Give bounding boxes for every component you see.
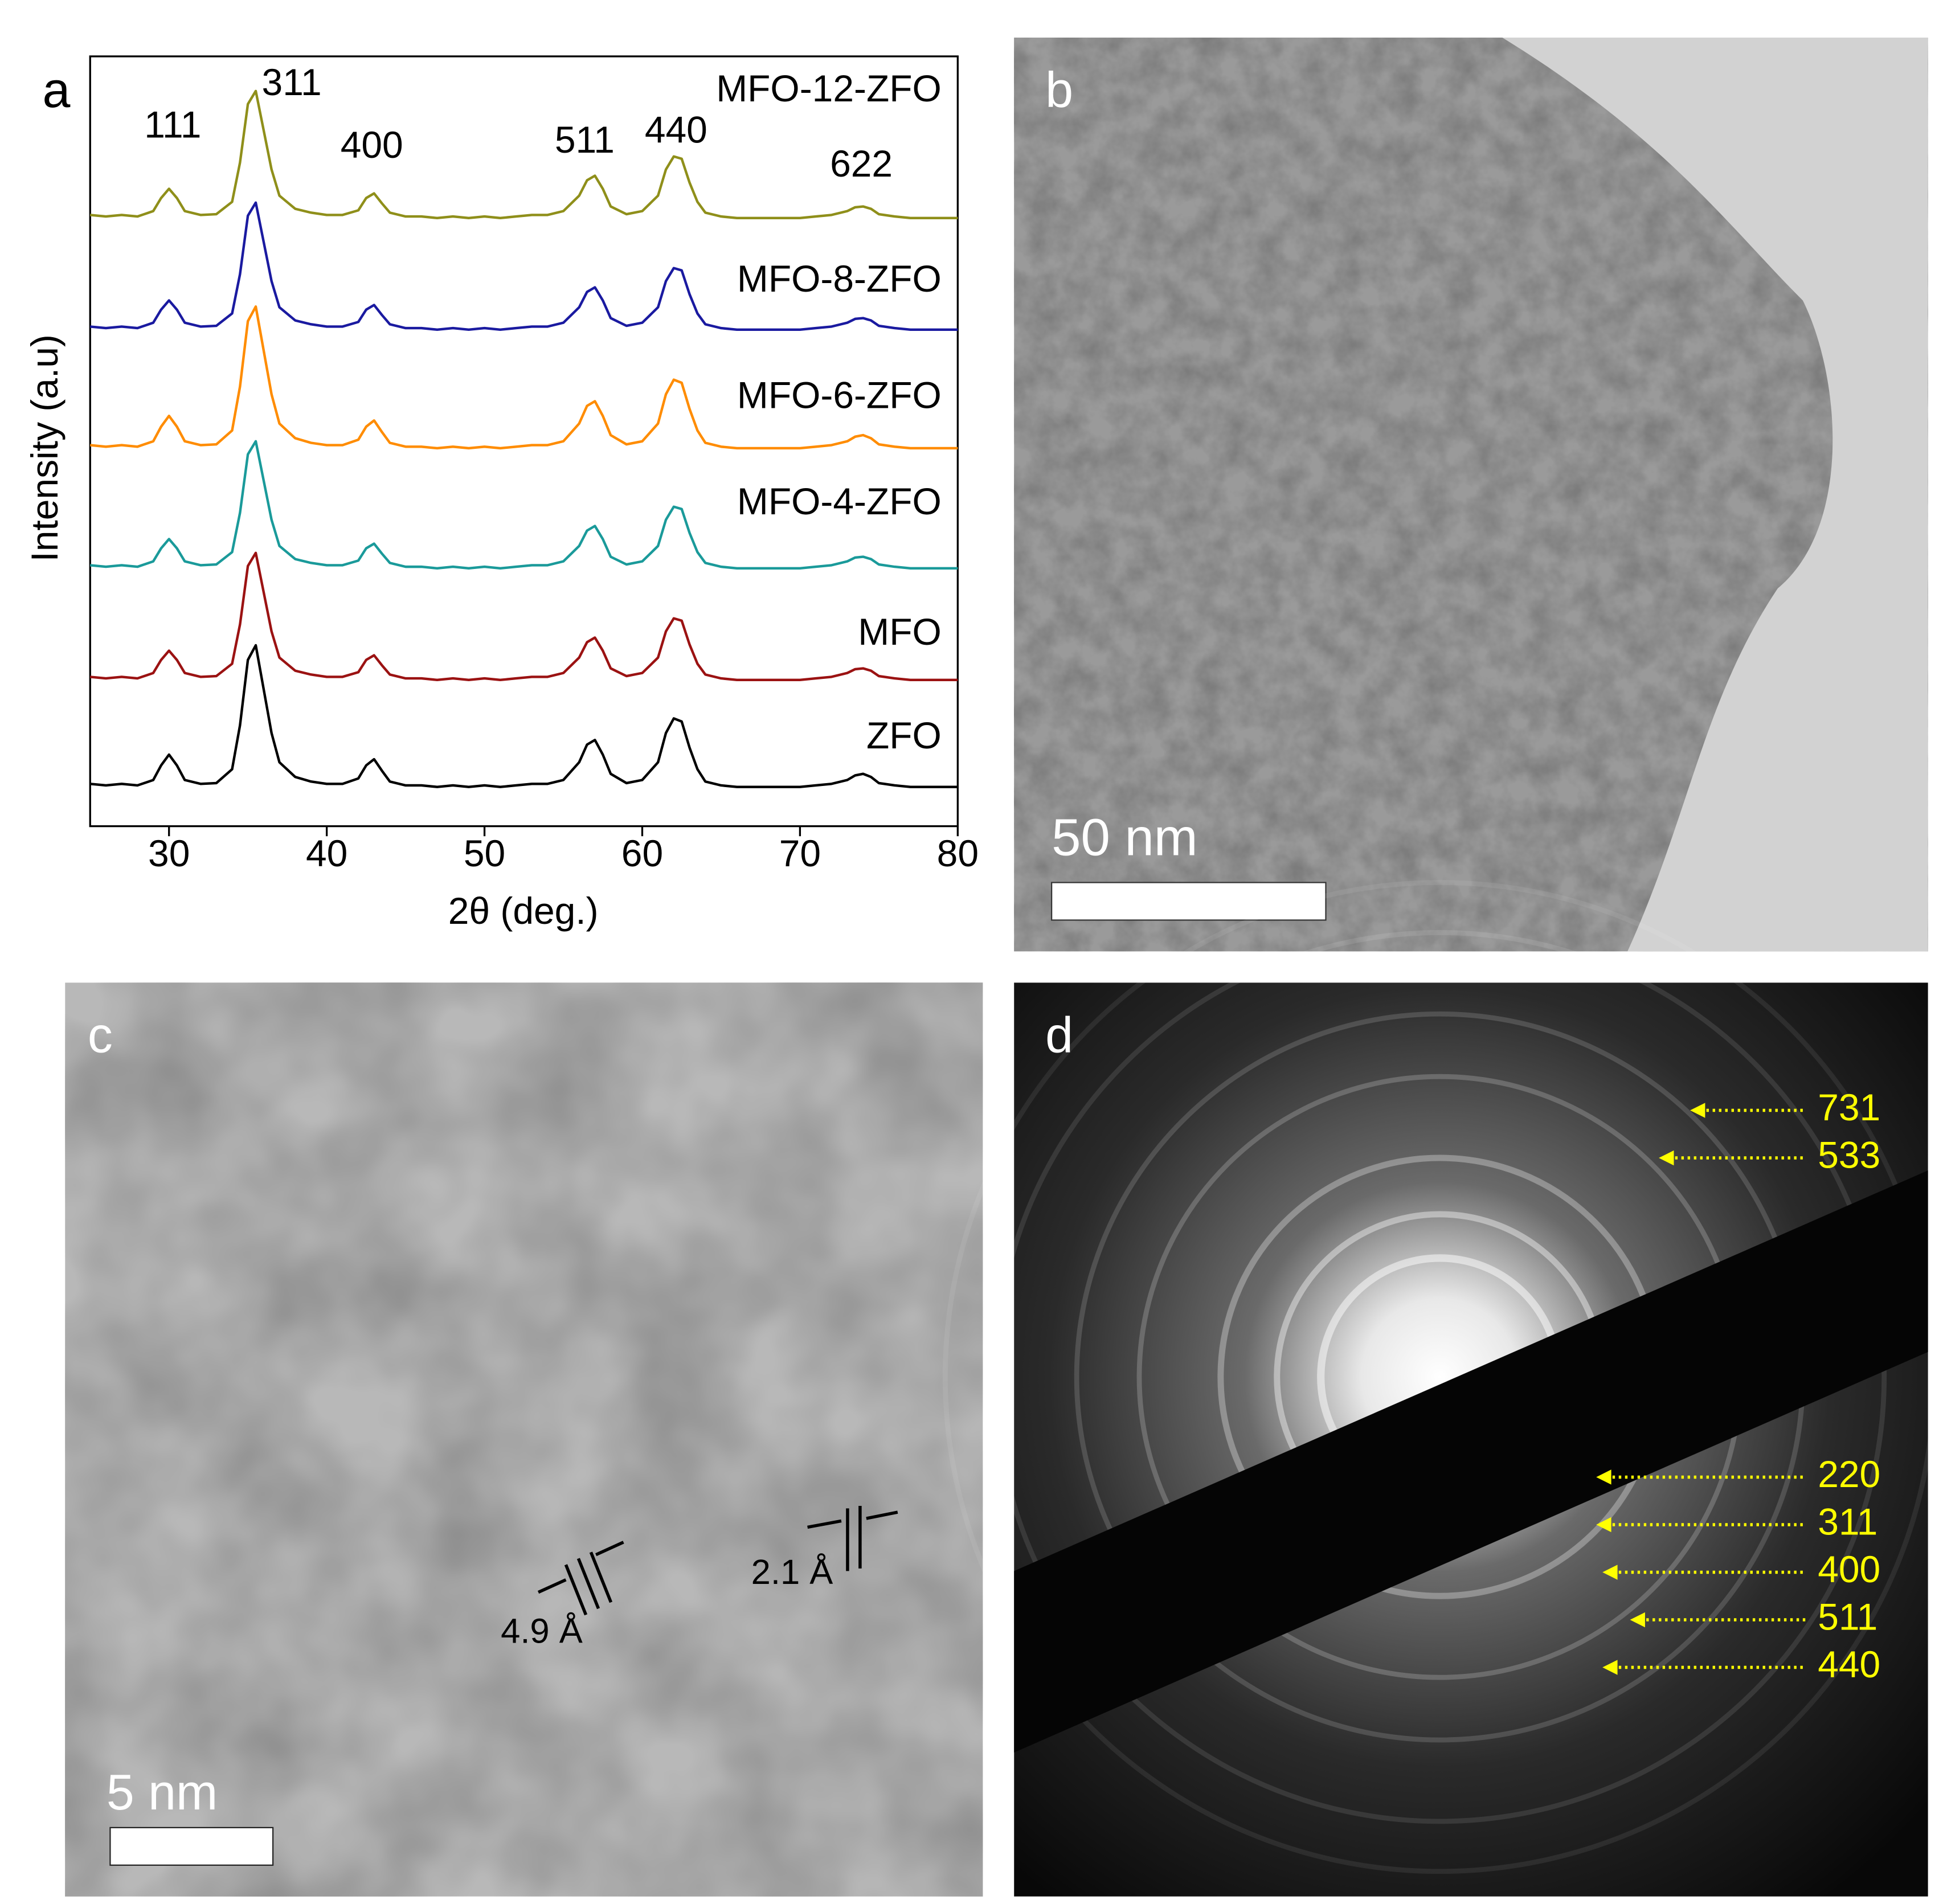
peak-label: 440 xyxy=(645,108,707,150)
series-line xyxy=(90,644,958,788)
x-tick-label: 80 xyxy=(937,832,979,874)
ring-label: 311 xyxy=(1818,1500,1877,1542)
arrow-head xyxy=(1596,1469,1611,1485)
panel-label: d xyxy=(1045,1006,1073,1063)
ring-label: 440 xyxy=(1818,1643,1880,1685)
lattice-markers xyxy=(537,1506,898,1616)
arrow-head xyxy=(1602,1565,1618,1580)
peak-label: 511 xyxy=(555,118,615,161)
x-tick-label: 50 xyxy=(464,832,505,874)
ring-labels: 731 533 220 311 400 511 440 xyxy=(1596,1086,1880,1685)
spacing-label: 2.1 Å xyxy=(751,1553,833,1592)
arrow-head xyxy=(1690,1103,1705,1118)
series-line xyxy=(90,440,958,570)
series-label: MFO-12-ZFO xyxy=(716,67,942,109)
series-label: MFO-8-ZFO xyxy=(737,257,942,300)
arrow xyxy=(595,1541,624,1557)
peak-label: 111 xyxy=(144,104,201,146)
panel-label: b xyxy=(1045,62,1073,118)
scale-bar xyxy=(109,1827,274,1866)
series-label: MFO xyxy=(858,611,941,653)
peak-label: 311 xyxy=(262,61,322,103)
panel-a: a 2θ (deg.) Intensity (a.u) 30 40 50 60 70 80… xyxy=(23,55,979,932)
arrow-head xyxy=(1630,1612,1645,1628)
arrow-head xyxy=(1596,1517,1611,1533)
panel-d: d 731 533 220 311 400 511 440 xyxy=(942,880,1937,1897)
ring-label: 511 xyxy=(1818,1595,1877,1637)
arrow-head xyxy=(1659,1150,1674,1166)
series-label: ZFO xyxy=(866,714,942,756)
background-region xyxy=(1502,38,1928,952)
fringe-line xyxy=(589,1551,613,1603)
spacing-label: 4.9 Å xyxy=(501,1611,583,1651)
scale-bar-label: 50 nm xyxy=(1052,807,1198,866)
beam-stopper xyxy=(1014,1170,1928,1753)
panel-b: b 50 nm xyxy=(1014,38,1928,952)
peak-label: 622 xyxy=(830,142,893,185)
x-tick-label: 40 xyxy=(306,832,347,874)
series-label: MFO-4-ZFO xyxy=(737,480,942,522)
ring-label: 220 xyxy=(1818,1453,1880,1495)
plot-frame xyxy=(89,55,959,828)
ring-label: 731 xyxy=(1818,1086,1880,1128)
ring xyxy=(992,930,1887,1824)
scale-bar xyxy=(1051,882,1327,921)
series-line xyxy=(90,201,958,331)
series-line xyxy=(90,551,958,682)
series-line xyxy=(90,305,958,450)
x-tick-label: 30 xyxy=(148,832,190,874)
arrow xyxy=(866,1510,898,1520)
series-line xyxy=(90,89,958,220)
panel-c: c 5 nm 4.9 Å 2.1 Å xyxy=(65,982,983,1897)
y-axis-label: Intensity (a.u) xyxy=(23,334,66,562)
panel-label: a xyxy=(42,62,70,118)
arrow-head xyxy=(1602,1660,1618,1675)
series-label: MFO-6-ZFO xyxy=(737,374,942,416)
scale-bar-label: 5 nm xyxy=(107,1764,218,1820)
ring-label: 400 xyxy=(1818,1548,1880,1590)
ring xyxy=(942,880,1937,1874)
ring-label: 533 xyxy=(1818,1133,1880,1176)
x-axis-label: 2θ (deg.) xyxy=(448,890,599,932)
fringe-line xyxy=(564,1564,588,1616)
peak-label: 400 xyxy=(341,124,403,166)
x-tick-label: 60 xyxy=(621,832,663,874)
x-tick-label: 70 xyxy=(779,832,821,874)
hrtem-texture xyxy=(65,982,983,1897)
fringe-line xyxy=(576,1558,600,1610)
arrow xyxy=(537,1578,567,1594)
arrow xyxy=(807,1519,842,1529)
panel-label: c xyxy=(88,1006,113,1063)
